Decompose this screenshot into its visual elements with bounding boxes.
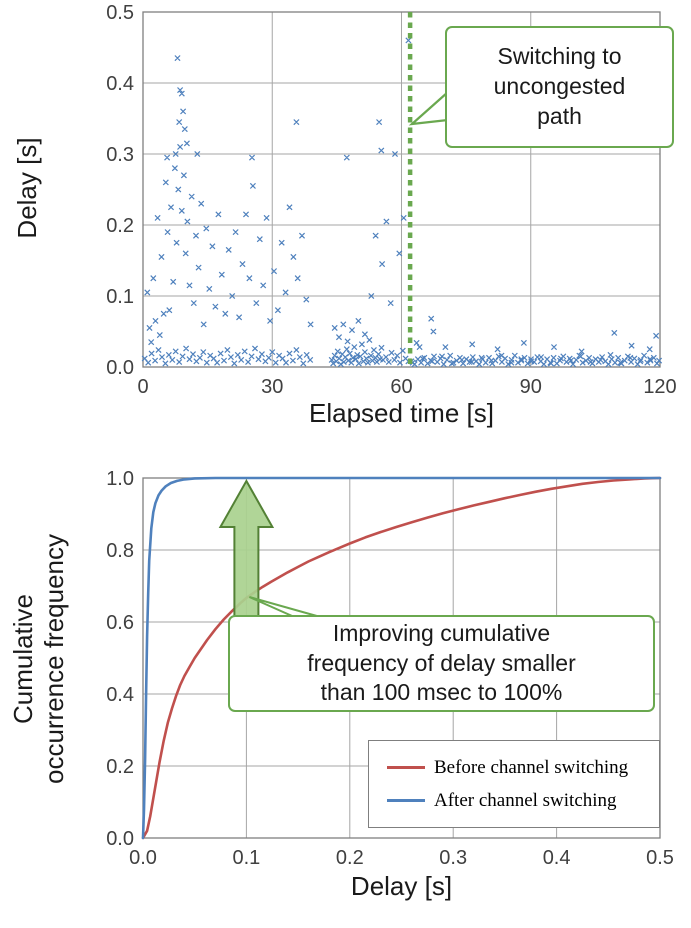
improvement-callout-line2: frequency of delay smaller [307, 649, 576, 676]
legend-item-before: Before channel switching [387, 757, 659, 779]
svg-text:0.3: 0.3 [106, 144, 134, 166]
x-axis-title-elapsed-time: Elapsed time [s] [309, 398, 494, 428]
y-axis-title-delay: Delay [s] [12, 137, 42, 239]
legend: Before channel switching After channel s… [368, 740, 660, 828]
switching-callout: Switching to uncongested path [445, 26, 674, 148]
svg-text:0.2: 0.2 [106, 756, 134, 778]
legend-label-before: Before channel switching [434, 756, 629, 778]
svg-text:0.8: 0.8 [106, 540, 134, 562]
svg-text:0.4: 0.4 [106, 73, 134, 95]
y-axis-title-cumulative-frequency: Cumulative occurrence frequency [8, 459, 72, 859]
delay-vs-time-chart: 0 30 60 90 120 0.0 0.1 0.2 0.3 0.4 0.5 Delay [s] E… [0, 0, 691, 445]
x-axis-title-delay: Delay [s] [350, 871, 453, 901]
svg-text:0.1: 0.1 [232, 847, 260, 869]
svg-text:0.0: 0.0 [106, 357, 134, 379]
cdf-chart: 0.0 0.1 0.2 0.3 0.4 0.5 0.0 0.2 0.4 0.6 0.8 1.0 Cum… [0, 455, 691, 928]
svg-text:0.5: 0.5 [646, 847, 674, 869]
svg-text:0.3: 0.3 [439, 847, 467, 869]
legend-label-after: After channel switching [434, 789, 617, 811]
y-axis-title-line1: Cumulative [8, 593, 38, 725]
improvement-callout: Improving cumulative frequency of delay … [228, 615, 655, 712]
svg-text:0.0: 0.0 [129, 847, 157, 869]
svg-text:0.0: 0.0 [106, 828, 134, 850]
svg-text:0.1: 0.1 [106, 286, 134, 308]
switching-callout-line3: path [537, 102, 582, 129]
svg-text:0.5: 0.5 [106, 2, 134, 24]
legend-line-before [387, 766, 425, 769]
svg-text:60: 60 [390, 376, 412, 398]
svg-text:0.6: 0.6 [106, 612, 134, 634]
improvement-callout-line1: Improving cumulative [332, 619, 551, 646]
improvement-callout-line3: than 100 msec to 100% [320, 679, 563, 706]
legend-line-after [387, 799, 425, 802]
svg-text:90: 90 [520, 376, 542, 398]
delay-scatter-plot: 0 30 60 90 120 0.0 0.1 0.2 0.3 0.4 0.5 [106, 2, 677, 398]
switching-callout-line1: Switching to [497, 43, 622, 70]
svg-text:0.2: 0.2 [336, 847, 364, 869]
svg-text:0: 0 [137, 376, 148, 398]
svg-text:0.4: 0.4 [106, 684, 134, 706]
switching-callout-line2: uncongested [493, 73, 626, 100]
y-axis-title-line2: occurrence frequency [39, 533, 70, 785]
svg-text:0.4: 0.4 [543, 847, 571, 869]
svg-text:1.0: 1.0 [106, 468, 134, 490]
svg-text:0.2: 0.2 [106, 215, 134, 237]
svg-text:30: 30 [261, 376, 283, 398]
legend-item-after: After channel switching [387, 790, 659, 812]
svg-text:120: 120 [643, 376, 676, 398]
